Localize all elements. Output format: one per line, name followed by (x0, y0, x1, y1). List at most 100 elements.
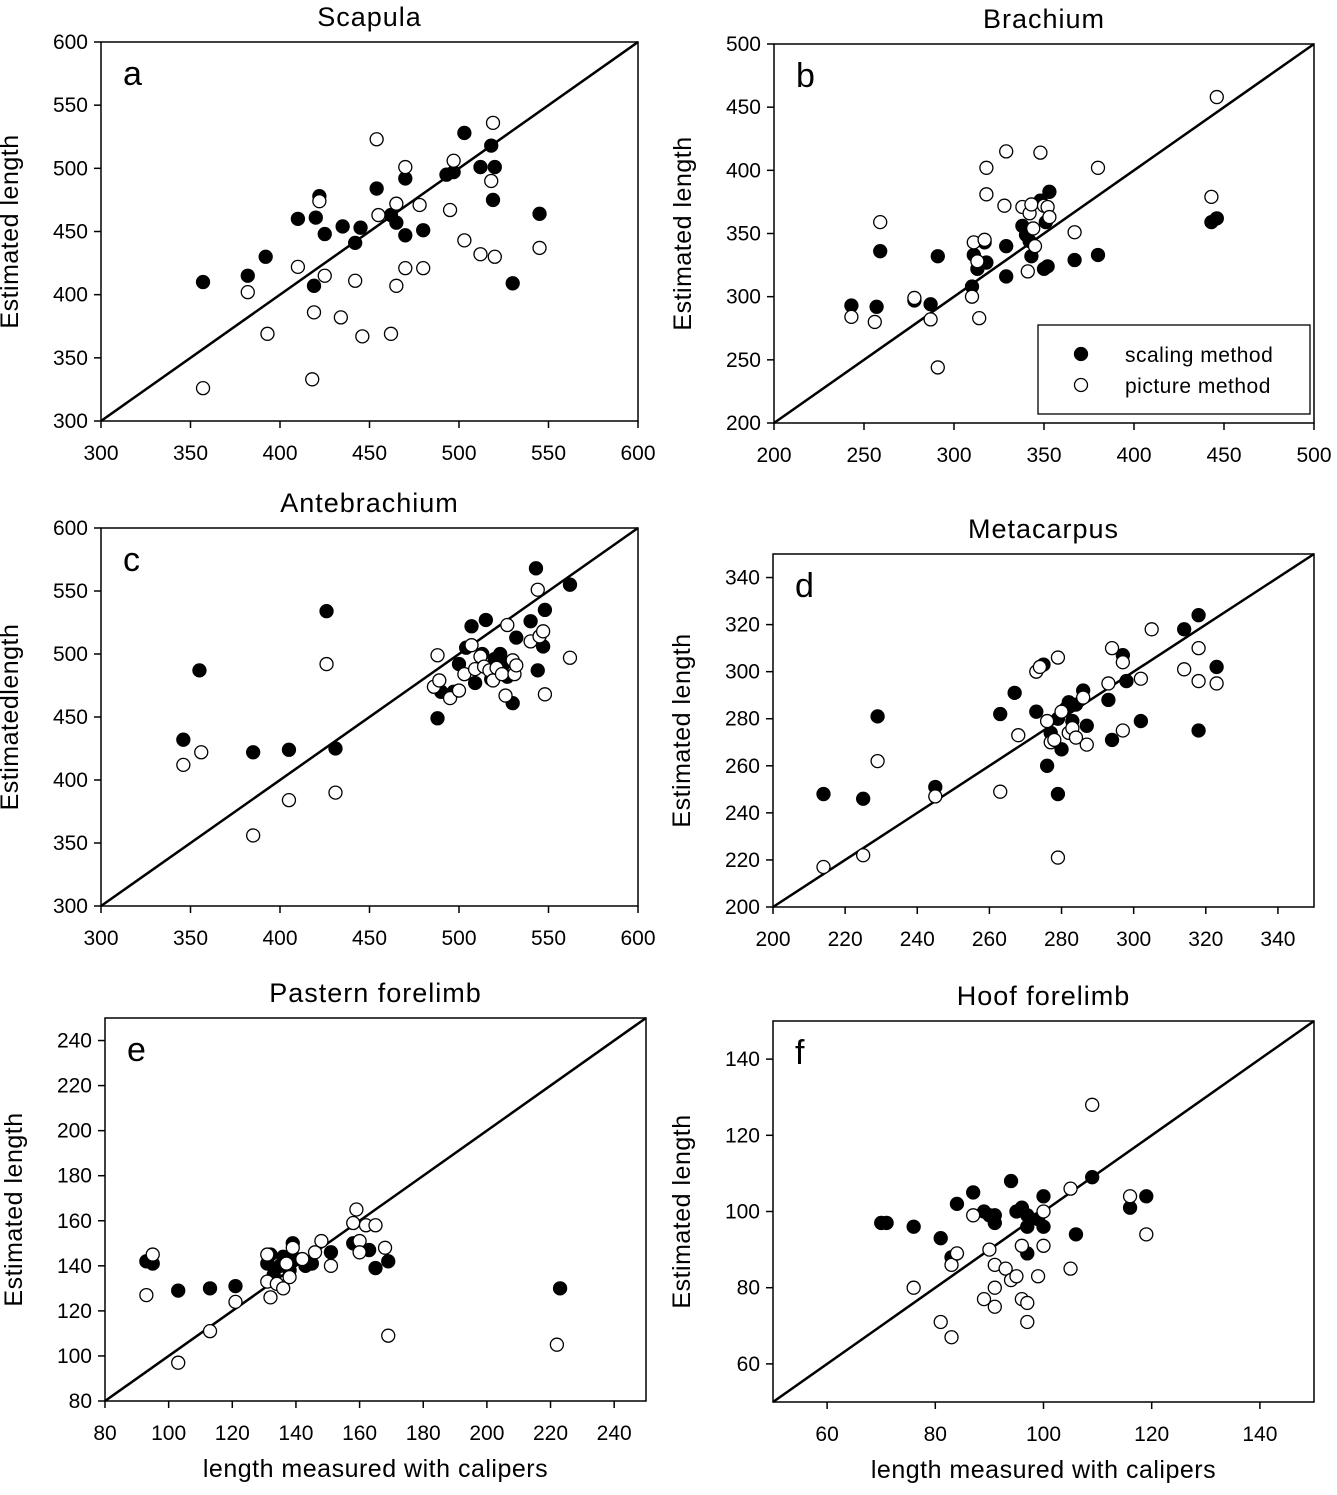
picture-point (285, 1240, 300, 1255)
picture-point (1063, 1181, 1078, 1196)
picture-point (464, 638, 479, 653)
picture-point (907, 290, 922, 306)
y-axis-label: Estimatedlength (0, 624, 24, 811)
x-tick-label: 250 (846, 444, 881, 467)
y-tick-label: 160 (57, 1210, 92, 1233)
x-tick-label: 220 (533, 1422, 568, 1445)
scaling-point (1177, 622, 1192, 637)
picture-point (314, 1233, 329, 1249)
picture-point (906, 1280, 921, 1295)
scaling-point (923, 297, 938, 312)
scaling-point (999, 269, 1014, 284)
picture-point (530, 582, 545, 597)
picture-point (1079, 737, 1094, 752)
picture-point (1139, 1227, 1154, 1242)
y-tick-label: 450 (53, 706, 88, 729)
picture-point (377, 1240, 393, 1255)
scaling-point (1079, 718, 1094, 733)
x-tick-label: 140 (278, 1422, 313, 1445)
series-picture (195, 115, 547, 396)
scaling-point (416, 223, 431, 238)
scaling-point (389, 215, 404, 230)
scaling-point (1020, 1219, 1035, 1234)
picture-point (1115, 723, 1130, 738)
y-tick-label: 280 (725, 708, 760, 731)
scaling-point (1039, 758, 1055, 773)
scaling-point (245, 745, 261, 760)
picture-point (870, 753, 885, 769)
picture-point (328, 785, 343, 800)
scaling-point (202, 1281, 218, 1296)
scaling-point (473, 159, 488, 175)
y-tick-label: 140 (57, 1255, 92, 1278)
picture-point (485, 115, 501, 131)
picture-point (816, 859, 831, 875)
x-tick-label: 320 (1188, 928, 1223, 951)
panel-title: Pastern forelimb (269, 978, 482, 1008)
scaling-point (562, 577, 578, 592)
picture-point (1133, 671, 1149, 686)
picture-point (1068, 730, 1084, 745)
y-tick-label: 550 (53, 580, 88, 603)
panel-letter: d (795, 567, 814, 605)
picture-point (1042, 209, 1057, 225)
x-tick-label: 120 (215, 1422, 250, 1445)
scaling-point (1067, 252, 1082, 268)
series-scaling (195, 125, 547, 293)
panel-b: 200 250 300 350 400 450 500 200 250 300 350 400 450 5… (669, 4, 1332, 467)
picture-point (1050, 650, 1066, 665)
picture-point (487, 249, 502, 264)
picture-point (195, 381, 211, 396)
scaling-point (228, 1278, 243, 1294)
picture-point (949, 1246, 965, 1261)
identity-line (100, 526, 639, 908)
scaling-point (457, 125, 472, 141)
y-tick-label: 450 (726, 96, 761, 119)
x-tick-label: 450 (352, 442, 387, 465)
picture-point (282, 1269, 297, 1285)
y-tick-label: 120 (57, 1300, 92, 1323)
scaling-point (484, 138, 499, 153)
scaling-point (1090, 247, 1106, 263)
picture-point (1090, 160, 1106, 175)
picture-point (317, 268, 332, 283)
picture-point (494, 667, 510, 682)
scaling-point (1104, 732, 1120, 748)
picture-point (1033, 145, 1048, 160)
scaling-point (306, 278, 322, 293)
scaling-point (1003, 1173, 1019, 1189)
picture-point (1020, 1314, 1035, 1330)
picture-point (348, 273, 363, 288)
picture-point (371, 207, 386, 223)
x-tick-label: 140 (1242, 1423, 1277, 1446)
y-tick-label: 220 (725, 849, 760, 872)
scaling-point (1054, 742, 1069, 757)
scaling-point (999, 238, 1014, 254)
y-tick-label: 500 (53, 643, 88, 666)
picture-point (260, 326, 275, 341)
scaling-point (1191, 723, 1206, 738)
y-tick-label: 400 (53, 769, 88, 792)
x-tick-label: 500 (441, 927, 476, 950)
y-tick-label: 450 (53, 221, 88, 244)
picture-point (1054, 704, 1069, 719)
scaling-point (485, 192, 501, 208)
picture-point (1115, 655, 1130, 670)
picture-point (484, 173, 499, 189)
y-axis-label: Estimated length (0, 134, 24, 328)
panel-c: 300 350 400 450 500 550 600 300 350 400 450 500 550 6… (0, 488, 656, 950)
picture-point (867, 314, 882, 330)
picture-point (562, 650, 578, 665)
scaling-point (348, 235, 363, 251)
picture-point (1076, 690, 1091, 705)
picture-point (977, 232, 992, 247)
scaling-point (258, 249, 273, 264)
x-tick-label: 600 (620, 927, 655, 950)
picture-point (451, 683, 467, 698)
scaling-point (323, 1245, 339, 1260)
picture-point (432, 673, 447, 688)
y-tick-label: 140 (725, 1048, 760, 1071)
x-tick-label: 300 (83, 927, 118, 950)
scaling-point (1191, 608, 1206, 623)
picture-point (279, 1256, 294, 1271)
